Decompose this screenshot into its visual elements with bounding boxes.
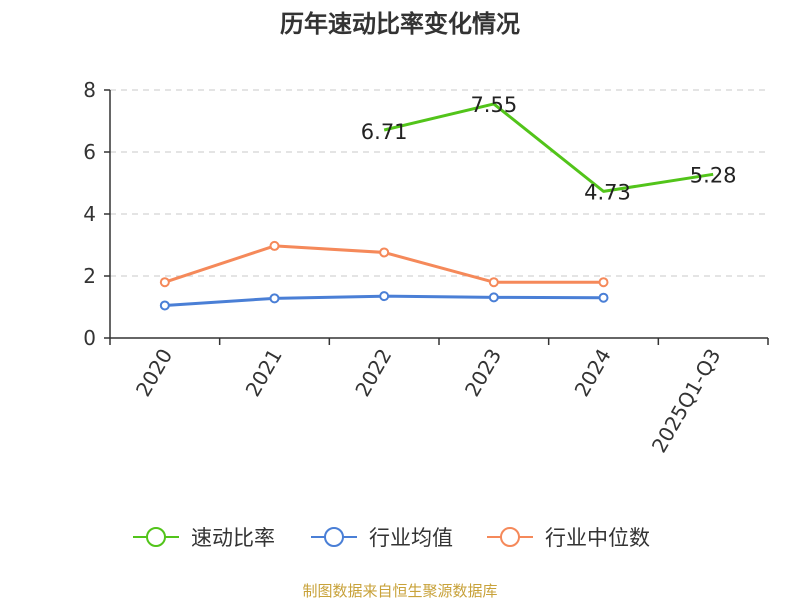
data-point: [598, 292, 609, 303]
label-layer: 6.71 7.55 4.73 5.28: [361, 93, 737, 204]
data-point: [488, 292, 499, 303]
data-label: 7.55: [470, 93, 517, 117]
legend-label-0: 速动比率: [191, 526, 275, 550]
data-point: [379, 247, 390, 258]
data-point: [159, 277, 170, 288]
axis-layer: 0 2 4 6 8 2020 2021 2022 2023 2024 2025Q1-Q3: [83, 78, 769, 457]
x-tick-label: 2023: [460, 345, 506, 401]
data-label: 4.73: [584, 180, 631, 204]
data-label: 5.28: [690, 163, 737, 187]
series-layer: [159, 102, 714, 311]
data-label: 6.71: [361, 120, 408, 144]
legend-marker-2: [500, 527, 520, 547]
data-point: [488, 277, 499, 288]
chart-title: 历年速动比率变化情况: [280, 10, 520, 38]
legend-label-2: 行业中位数: [545, 526, 650, 550]
x-tick-label: 2024: [570, 345, 616, 401]
x-tick-label: 2022: [350, 345, 396, 401]
data-point: [598, 277, 609, 288]
legend-marker-0: [146, 527, 166, 547]
series-line-0: [383, 102, 714, 193]
y-tick-label: 6: [83, 140, 96, 164]
data-point: [269, 240, 280, 251]
data-point: [159, 300, 170, 311]
legend-label-1: 行业均值: [369, 526, 453, 550]
data-point: [379, 291, 390, 302]
y-tick-label: 2: [83, 264, 96, 288]
x-tick-label: 2021: [241, 345, 287, 401]
x-tick-label: 2025Q1-Q3: [647, 345, 726, 457]
legend: 速动比率 行业均值 行业中位数: [133, 526, 650, 550]
y-tick-label: 8: [83, 78, 96, 102]
y-tick-label: 0: [83, 326, 96, 350]
source-note: 制图数据来自恒生聚源数据库: [302, 582, 497, 600]
y-tick-label: 4: [83, 202, 96, 226]
legend-marker-1: [324, 527, 344, 547]
x-tick-label: 2020: [131, 345, 177, 401]
data-point: [269, 293, 280, 304]
